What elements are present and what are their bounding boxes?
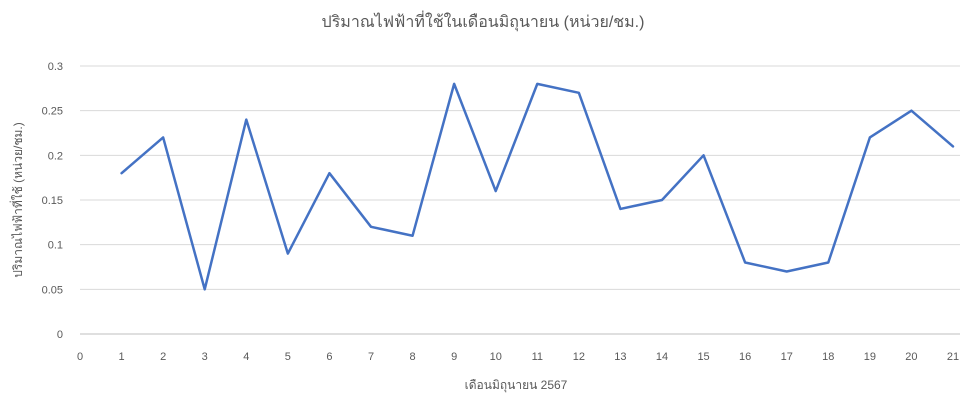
y-tick-labels: 0 0.05 0.1 0.15 0.2 0.25 0.3 [42, 61, 63, 341]
series-line-group [119, 81, 956, 292]
data-point [285, 251, 290, 256]
y-axis-title: ปริมาณไฟฟ้าที่ใช้ (หน่วย/ชม.) [9, 122, 25, 277]
data-point [701, 153, 706, 158]
x-tick-label: 11 [532, 351, 543, 363]
x-tick-label: 3 [202, 351, 208, 363]
data-point [660, 198, 665, 203]
data-point [784, 269, 789, 274]
series-line [120, 82, 955, 291]
chart-title: ปริมาณไฟฟ้าที่ใช้ในเดือนมิถุนายน (หน่วย/… [322, 10, 645, 32]
data-point [909, 108, 914, 113]
x-tick-label: 21 [947, 351, 959, 363]
x-tick-label: 13 [614, 351, 626, 363]
data-point [410, 233, 415, 238]
x-tick-label: 0 [77, 351, 83, 363]
y-tick-label: 0.1 [48, 240, 63, 252]
data-point [327, 171, 332, 176]
y-tick-label: 0.25 [42, 106, 63, 118]
data-point [618, 206, 623, 211]
x-tick-label: 9 [451, 351, 457, 363]
data-point [867, 135, 872, 140]
x-tick-label: 8 [410, 351, 416, 363]
x-tick-label: 15 [697, 351, 709, 363]
data-point [202, 287, 207, 292]
data-point [951, 144, 956, 149]
x-tick-label: 1 [119, 351, 125, 363]
x-tick-label: 4 [243, 351, 249, 363]
x-tick-label: 14 [656, 351, 668, 363]
y-tick-label: 0.15 [42, 195, 63, 207]
x-axis-title: เดือนมิถุนายน 2567 [465, 378, 568, 393]
x-tick-label: 19 [864, 351, 876, 363]
data-point [244, 117, 249, 122]
x-tick-label: 20 [905, 351, 917, 363]
x-tick-label: 2 [160, 351, 166, 363]
data-point [493, 189, 498, 194]
x-tick-label: 7 [368, 351, 374, 363]
x-tick-label: 6 [326, 351, 332, 363]
x-tick-label: 5 [285, 351, 291, 363]
y-tick-label: 0.05 [42, 284, 63, 296]
data-point [576, 90, 581, 95]
data-point [369, 224, 374, 229]
x-tick-label: 10 [490, 351, 502, 363]
data-point [452, 81, 457, 86]
y-tick-label: 0.2 [48, 150, 63, 162]
data-point [161, 135, 166, 140]
data-point [743, 260, 748, 265]
x-tick-labels: 0 1 2 3 4 5 6 7 8 9 10 11 12 13 14 15 16 17 18 19 20 21 [77, 351, 959, 363]
x-tick-label: 17 [781, 351, 793, 363]
data-point [826, 260, 831, 265]
data-point [535, 81, 540, 86]
x-tick-label: 12 [573, 351, 585, 363]
x-tick-label: 16 [739, 351, 751, 363]
y-tick-label: 0.3 [48, 61, 63, 73]
y-tick-label: 0 [57, 329, 63, 341]
x-tick-label: 18 [822, 351, 834, 363]
data-point [119, 171, 124, 176]
